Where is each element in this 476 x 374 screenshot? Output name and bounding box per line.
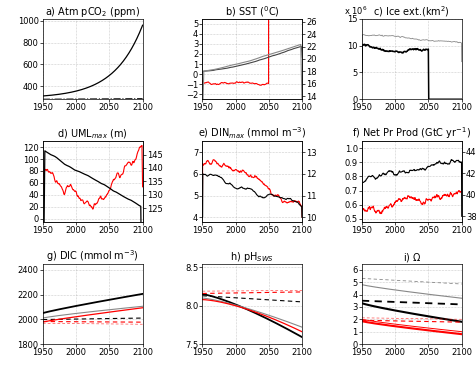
Title: c) Ice ext.(km$^2$): c) Ice ext.(km$^2$) <box>373 4 450 19</box>
Title: f) Net Pr Prod (GtC yr$^{-1}$): f) Net Pr Prod (GtC yr$^{-1}$) <box>352 125 471 141</box>
Title: i) $\Omega$: i) $\Omega$ <box>403 251 421 264</box>
Title: b) SST ($^0$C): b) SST ($^0$C) <box>225 4 280 19</box>
Title: g) DIC (mmol m$^{-3}$): g) DIC (mmol m$^{-3}$) <box>46 248 139 264</box>
Title: a) Atm pCO$_2$ (ppm): a) Atm pCO$_2$ (ppm) <box>45 5 140 19</box>
Title: d) UML$_{max}$ (m): d) UML$_{max}$ (m) <box>58 128 128 141</box>
Title: e) DIN$_{max}$ (mmol m$^{-3}$): e) DIN$_{max}$ (mmol m$^{-3}$) <box>198 126 307 141</box>
Text: x 10$^6$: x 10$^6$ <box>344 5 367 17</box>
Title: h) pH$_{SWS}$: h) pH$_{SWS}$ <box>230 249 274 264</box>
